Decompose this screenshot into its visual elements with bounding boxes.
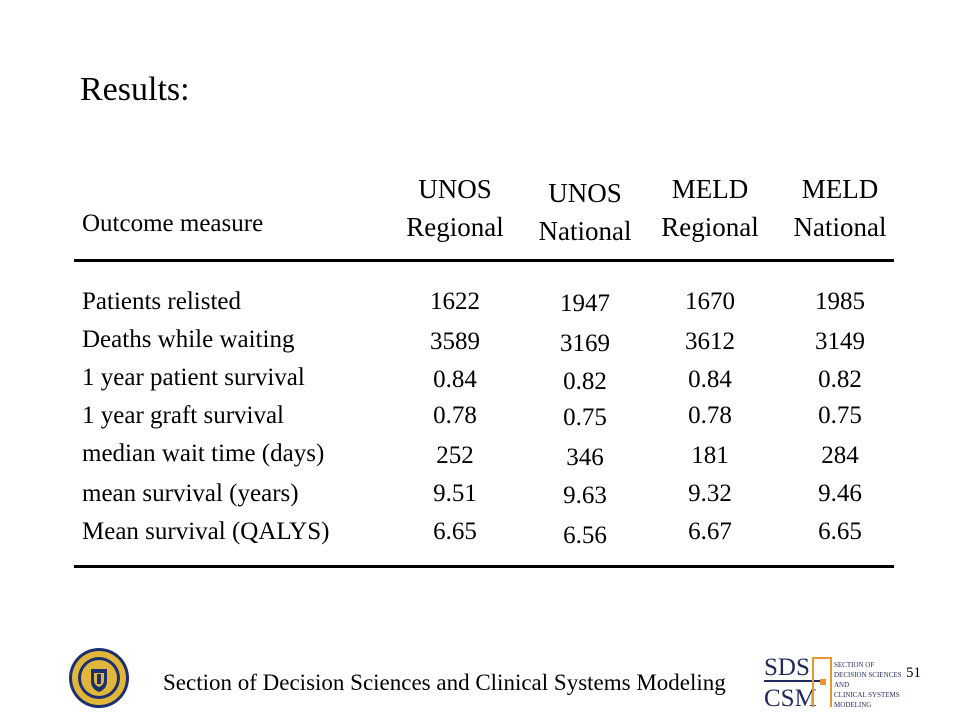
sds-csm-logo-icon: SDS CSM SECTION OF DECISION SCIENCES AND…	[762, 651, 902, 712]
logo-caption: AND	[834, 681, 849, 689]
table-top-rule	[74, 259, 894, 262]
row-label: 1 year graft survival	[82, 402, 285, 429]
row-label: Patients relisted	[82, 288, 241, 315]
table-cell: 6.56	[563, 522, 607, 549]
column-header-meld-national: MELD National	[775, 170, 905, 246]
table-cell: 1670	[685, 288, 735, 315]
table-cell: 0.82	[818, 366, 862, 393]
table-cell: 9.63	[563, 482, 607, 509]
university-seal-icon	[68, 647, 130, 709]
table-cell: 9.51	[433, 480, 477, 507]
table-cell: 0.78	[433, 402, 477, 429]
column-header-line1: UNOS	[548, 178, 622, 208]
table-cell: 181	[691, 442, 729, 469]
table-cell: 1985	[815, 288, 865, 315]
table-cell: 0.84	[688, 366, 732, 393]
logo-caption: SECTION OF	[834, 661, 874, 669]
table-cell: 3589	[430, 328, 480, 355]
table-cell: 6.65	[433, 518, 477, 545]
row-label: 1 year patient survival	[82, 364, 305, 391]
logo-caption: MODELING	[834, 701, 871, 709]
table-cell: 9.32	[688, 480, 732, 507]
column-header-unos-national: UNOS National	[520, 174, 650, 250]
sds-logo-text: SDS	[764, 654, 810, 681]
logo-caption: CLINICAL SYSTEMS	[834, 691, 900, 699]
footer-text: Section of Decision Sciences and Clinica…	[163, 670, 726, 695]
row-label: median wait time (days)	[82, 440, 325, 467]
column-header-meld-regional: MELD Regional	[645, 170, 775, 246]
table-cell: 0.75	[818, 402, 862, 429]
table-cell: 0.84	[433, 366, 477, 393]
table-cell: 3169	[560, 330, 610, 357]
row-label: mean survival (years)	[82, 480, 299, 507]
table-cell: 252	[436, 442, 474, 469]
csm-logo-text: CSM	[764, 685, 817, 711]
table-cell: 6.65	[818, 518, 862, 545]
column-header-line2: National	[538, 216, 632, 246]
table-cell: 1622	[430, 288, 480, 315]
column-header-line1: MELD	[671, 174, 749, 204]
column-header-unos-regional: UNOS Regional	[390, 170, 520, 246]
table-cell: 6.67	[688, 518, 732, 545]
table-cell: 284	[821, 442, 859, 469]
page-number: 51	[906, 665, 921, 681]
table-cell: 0.75	[563, 404, 607, 431]
row-label: Deaths while waiting	[82, 326, 295, 353]
column-header-line2: Regional	[406, 212, 504, 242]
slide-title: Results:	[80, 71, 190, 108]
logo-caption: DECISION SCIENCES	[834, 671, 902, 679]
table-cell: 346	[566, 444, 604, 471]
column-header-line1: MELD	[801, 174, 879, 204]
table-cell: 3149	[815, 328, 865, 355]
column-header-line1: UNOS	[418, 174, 492, 204]
table-cell: 0.82	[563, 368, 607, 395]
table-cell: 1947	[560, 290, 610, 317]
table-bottom-rule	[74, 565, 894, 568]
row-header: Outcome measure	[82, 210, 264, 237]
table-cell: 9.46	[818, 480, 862, 507]
column-header-line2: National	[793, 212, 887, 242]
table-cell: 0.78	[688, 402, 732, 429]
row-label: Mean survival (QALYS)	[82, 518, 330, 545]
column-header-line2: Regional	[661, 212, 759, 242]
table-cell: 3612	[685, 328, 735, 355]
